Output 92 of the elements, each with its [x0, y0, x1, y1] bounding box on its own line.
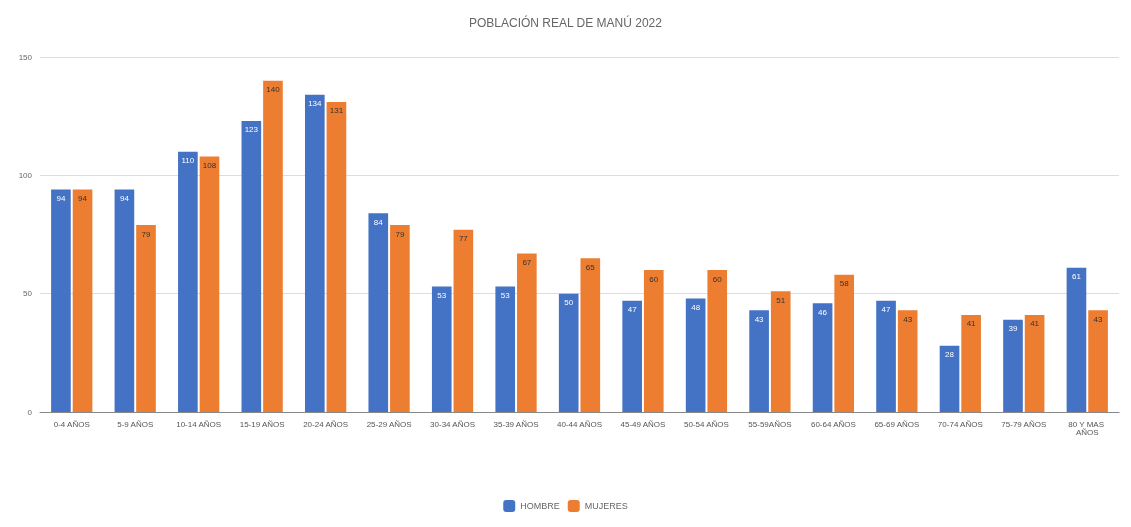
- bar: [558, 293, 579, 412]
- bar: [622, 300, 642, 412]
- data-label: 48: [691, 302, 701, 312]
- data-label: 61: [1072, 272, 1082, 282]
- bar: [897, 310, 918, 412]
- data-label: 41: [1030, 319, 1040, 329]
- data-label: 51: [776, 295, 786, 305]
- data-label: 140: [266, 85, 281, 95]
- x-tick-label: 35-39 AÑOS: [493, 419, 539, 429]
- bar: [707, 270, 728, 412]
- bar: [114, 189, 135, 412]
- data-label: 39: [1008, 324, 1018, 334]
- bar: [1088, 310, 1108, 412]
- bar: [517, 253, 537, 412]
- data-label: 134: [308, 99, 323, 109]
- y-tick-label: 50: [23, 289, 33, 299]
- data-label: 110: [181, 156, 195, 166]
- data-label: 77: [458, 234, 469, 244]
- data-label: 53: [437, 291, 447, 301]
- data-label: 43: [1093, 314, 1104, 324]
- bar: [326, 101, 347, 412]
- x-tick-label: 30-34 AÑOS: [430, 419, 476, 429]
- data-label: 60: [649, 274, 659, 284]
- bar: [770, 291, 791, 412]
- bar: [199, 156, 220, 412]
- x-tick-label: 5-9 AÑOS: [117, 419, 154, 429]
- x-tick-label: 50-54 AÑOS: [683, 419, 729, 429]
- data-label: 28: [945, 350, 955, 360]
- bar: [643, 270, 664, 412]
- bar: [368, 213, 389, 412]
- legend-label: HOMBRE: [520, 501, 560, 511]
- x-tick-label: 10-14 AÑOS: [176, 419, 222, 429]
- bar: [1003, 319, 1023, 412]
- data-label: 43: [754, 314, 765, 324]
- x-tick-label: 75-79 AÑOS: [1001, 419, 1047, 429]
- data-label: 46: [818, 307, 828, 317]
- data-label: 60: [712, 274, 723, 284]
- x-tick-label: 60-64 AÑOS: [810, 419, 856, 429]
- bar: [1066, 267, 1087, 412]
- bar: [136, 225, 156, 412]
- bar: [178, 151, 198, 412]
- bar: [390, 225, 410, 412]
- bar: [1024, 314, 1045, 412]
- bar: [431, 286, 452, 412]
- data-label: 94: [78, 194, 88, 204]
- x-tick-label: 80 Y MAS AÑOS: [1068, 419, 1107, 437]
- y-tick-label: 100: [18, 170, 33, 180]
- x-tick-label: 25-29 AÑOS: [366, 419, 412, 429]
- bar: [495, 286, 516, 412]
- data-label: 67: [522, 257, 532, 267]
- data-label: 79: [395, 229, 405, 239]
- bar: [876, 300, 896, 412]
- data-label: 84: [373, 217, 384, 227]
- bar: [749, 310, 769, 412]
- x-tick-label: 15-19 AÑOS: [239, 419, 285, 429]
- x-tick-label: 40-44 AÑOS: [557, 419, 602, 429]
- x-tick-label: 70-74 AÑOS: [937, 419, 983, 429]
- data-label: 79: [141, 229, 152, 239]
- data-label: 65: [585, 262, 596, 272]
- data-label: 47: [881, 305, 892, 315]
- x-tick-label: 0-4 AÑOS: [53, 419, 90, 429]
- bar: [453, 229, 474, 412]
- bar: [241, 120, 262, 412]
- data-label: 41: [966, 319, 977, 329]
- data-label: 47: [627, 305, 638, 315]
- x-tick-label: 65-69 AÑOS: [874, 419, 920, 429]
- data-label: 50: [564, 298, 574, 308]
- data-label: 131: [329, 106, 344, 116]
- bar: [304, 94, 325, 412]
- bar: [685, 298, 706, 412]
- y-tick-label: 150: [18, 52, 33, 62]
- bar: [263, 80, 283, 412]
- bar: [580, 258, 601, 412]
- bar: [51, 189, 71, 412]
- bar: [812, 303, 833, 412]
- data-label: 94: [56, 194, 66, 204]
- data-label: 123: [244, 125, 259, 135]
- data-label: 43: [903, 314, 913, 324]
- legend-label: MUJERES: [584, 501, 628, 511]
- chart-title: POBLACIÓN REAL DE MANÚ 2022: [469, 15, 663, 30]
- bar: [834, 274, 855, 412]
- y-tick-label: 0: [27, 407, 33, 417]
- data-label: 53: [500, 291, 511, 301]
- x-tick-label: 20-24 AÑOS: [303, 419, 349, 429]
- x-tick-label: 55-59AÑOS: [748, 419, 792, 429]
- bar: [939, 345, 960, 412]
- x-tick-label: 45-49 AÑOS: [620, 419, 666, 429]
- bar: [961, 314, 981, 412]
- data-label: 108: [202, 160, 217, 170]
- data-label: 94: [119, 194, 130, 204]
- bar: [72, 189, 93, 412]
- data-label: 58: [839, 279, 850, 289]
